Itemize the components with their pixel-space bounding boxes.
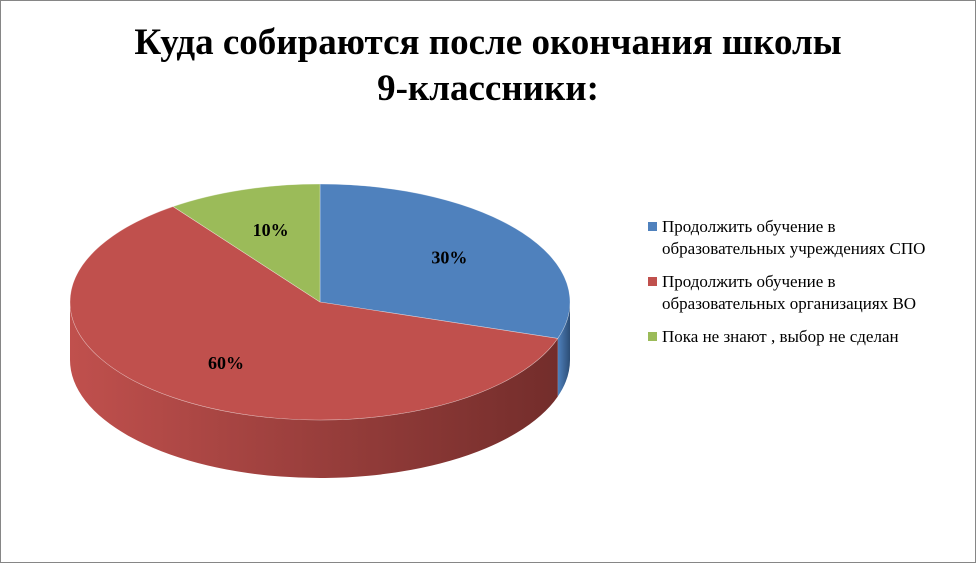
data-label-vo: 60% xyxy=(208,353,244,373)
pie-slice-spo xyxy=(319,183,571,339)
pie-data-labels: 30% 60% 10% xyxy=(208,220,467,373)
legend-label-vo: Продолжить обучение в образовательных ор… xyxy=(662,272,917,313)
legend-label-undecided: Пока не знают , выбор не сделан xyxy=(662,327,899,346)
data-label-undecided: 10% xyxy=(253,220,289,240)
pie-side-vo xyxy=(70,302,558,479)
chart-title: Куда собираются после окончания школы 9-… xyxy=(0,20,976,112)
data-label-spo: 30% xyxy=(431,248,467,268)
legend-swatch-vo xyxy=(648,277,657,286)
legend-swatch-spo xyxy=(648,222,657,231)
chart-title-line-1: Куда собираются после окончания школы xyxy=(134,22,842,63)
legend-item-spo: Продолжить обучение в образовательных уч… xyxy=(646,216,966,260)
legend-item-undecided: Пока не знают , выбор не сделан xyxy=(646,326,966,348)
pie-slices xyxy=(69,183,571,421)
legend-swatch-undecided xyxy=(648,332,657,341)
pie-side-spo xyxy=(557,302,570,397)
chart-legend: Продолжить обучение в образовательных уч… xyxy=(646,216,966,359)
pie-sides xyxy=(70,302,570,479)
pie-slice-undecided xyxy=(172,183,321,303)
legend-label-spo: Продолжить обучение в образовательных уч… xyxy=(662,217,926,258)
pie-slice-vo xyxy=(69,206,559,421)
legend-item-vo: Продолжить обучение в образовательных ор… xyxy=(646,271,966,315)
chart-title-line-2: 9-классники: xyxy=(377,68,599,109)
